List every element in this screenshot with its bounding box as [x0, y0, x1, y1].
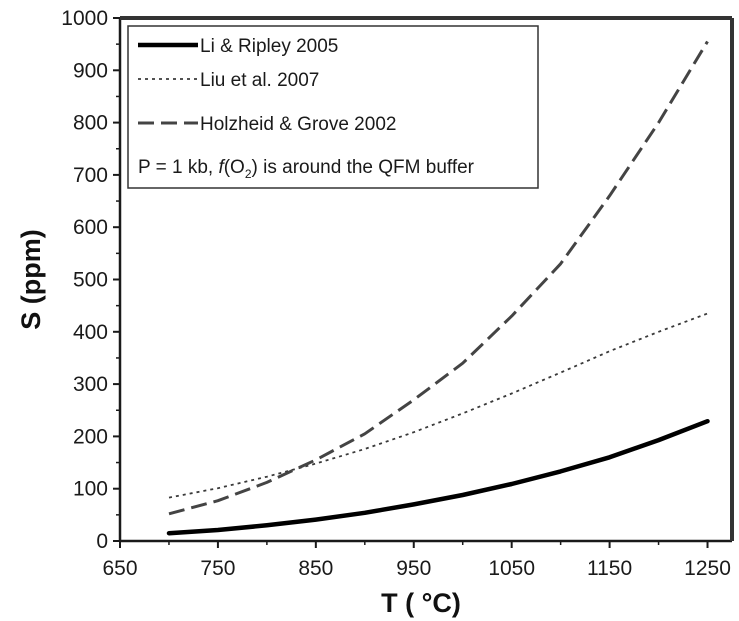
legend-items: Li & Ripley 2005 Liu et al. 2007 Holzheid …: [138, 36, 396, 135]
legend: Li & Ripley 2005 Liu et al. 2007 Holzheid …: [127, 25, 539, 189]
legend-label-2: Liu et al. 2007: [200, 70, 319, 91]
y-tick-label: 100: [73, 478, 108, 501]
y-tick-label: 0: [96, 530, 108, 553]
x-tick-label: 1050: [488, 557, 535, 580]
conditions-note: P = 1 kb, f(O2) is around the QFM buffer: [138, 157, 475, 181]
y-tick-label: 500: [73, 269, 108, 292]
x-tick-label: 1150: [587, 557, 632, 580]
legend-box: [127, 25, 539, 189]
x-tick-label: 650: [102, 557, 137, 580]
x-tick-label: 850: [298, 557, 333, 580]
y-tick-label: 600: [73, 216, 108, 239]
x-tick-label: 950: [396, 557, 431, 580]
y-tick-label: 900: [73, 59, 108, 82]
y-tick-label: 200: [73, 425, 108, 448]
y-tick-label: 800: [73, 112, 108, 135]
series-line-1: [166, 418, 710, 536]
y-tick-label: 300: [73, 373, 108, 396]
x-tick-label: 750: [200, 557, 235, 580]
series-layer: [166, 40, 710, 536]
series-line-2: [168, 312, 708, 499]
y-axis-ticks: 0 100 200 300 400 500 600 700 800 900 1000: [61, 7, 120, 553]
series-line-3: [168, 40, 709, 516]
y-tick-label: 1000: [61, 7, 108, 30]
y-tick-label: 400: [73, 321, 108, 344]
y-tick-label: 700: [73, 164, 108, 187]
legend-label-3: Holzheid & Grove 2002: [200, 114, 396, 135]
x-axis-title: T ( °C): [381, 588, 461, 618]
y-axis-title: S (ppm): [16, 229, 46, 330]
x-tick-label: 1250: [684, 557, 731, 580]
legend-label-1: Li & Ripley 2005: [200, 36, 338, 57]
x-axis-ticks: 650 750 850 950 1050 1150 1250: [102, 541, 731, 580]
